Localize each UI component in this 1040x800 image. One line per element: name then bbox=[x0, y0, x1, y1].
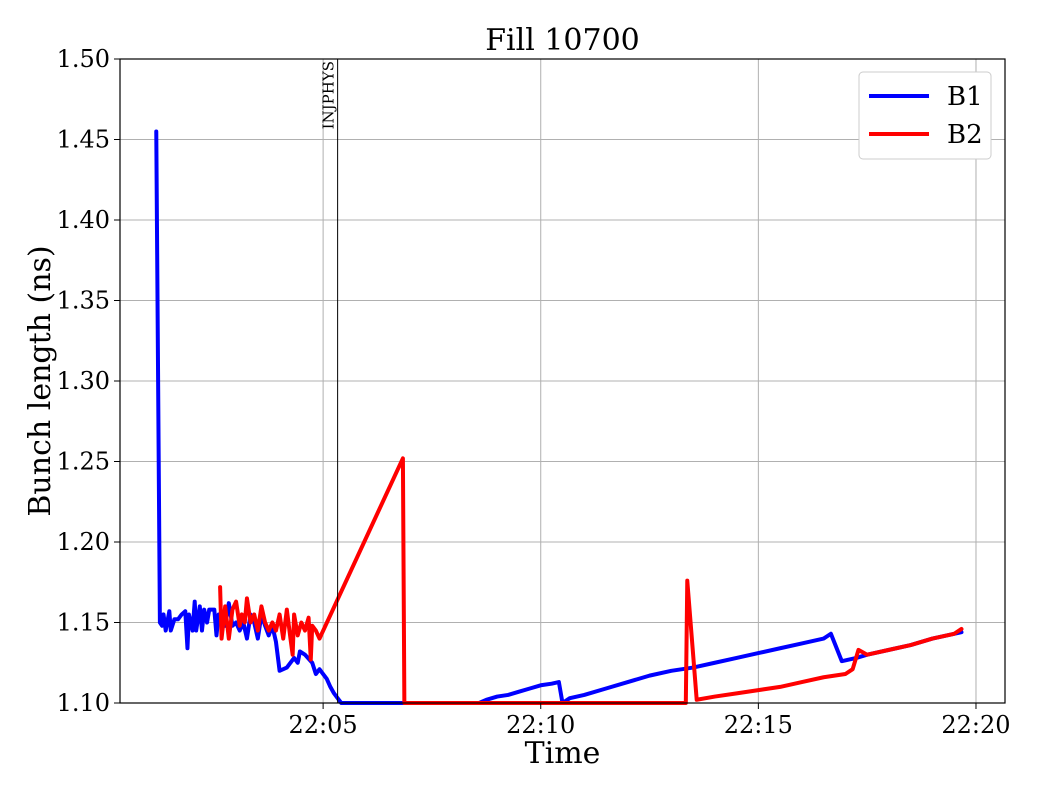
y-tick-label: 1.10 bbox=[57, 689, 110, 717]
series-line-b1 bbox=[154, 129, 964, 705]
y-tick-label: 1.20 bbox=[57, 528, 110, 556]
y-tick-label: 1.40 bbox=[57, 206, 110, 234]
x-axis-label: Time bbox=[525, 736, 601, 771]
y-tick-label: 1.50 bbox=[57, 45, 110, 73]
y-tick-label: 1.15 bbox=[57, 609, 110, 637]
x-tick-label: 22:10 bbox=[506, 711, 575, 739]
y-tick-label: 1.35 bbox=[57, 287, 110, 315]
x-tick-label: 22:20 bbox=[941, 711, 1010, 739]
marker-label: INJPHYS bbox=[320, 61, 338, 129]
x-tick-label: 22:05 bbox=[289, 711, 358, 739]
legend-box bbox=[858, 71, 992, 160]
chart-title: Fill 10700 bbox=[485, 23, 640, 58]
y-tick-label: 1.30 bbox=[57, 367, 110, 395]
tick-layer: 1.10 1.15 1.20 1.25 1.30 1.35 1.40 1.45 1.50 22:0… bbox=[57, 45, 1011, 739]
series-line-b2 bbox=[218, 456, 964, 705]
y-tick-label: 1.25 bbox=[57, 448, 110, 476]
y-axis-label: Bunch length (ns) bbox=[23, 245, 58, 516]
legend-label-b2: B2 bbox=[947, 120, 983, 150]
y-tick-label: 1.45 bbox=[57, 126, 110, 154]
series-layer bbox=[154, 129, 964, 705]
legend-label-b1: B1 bbox=[947, 82, 983, 112]
marker-layer: INJPHYS bbox=[320, 59, 339, 703]
x-tick-label: 22:15 bbox=[724, 711, 793, 739]
